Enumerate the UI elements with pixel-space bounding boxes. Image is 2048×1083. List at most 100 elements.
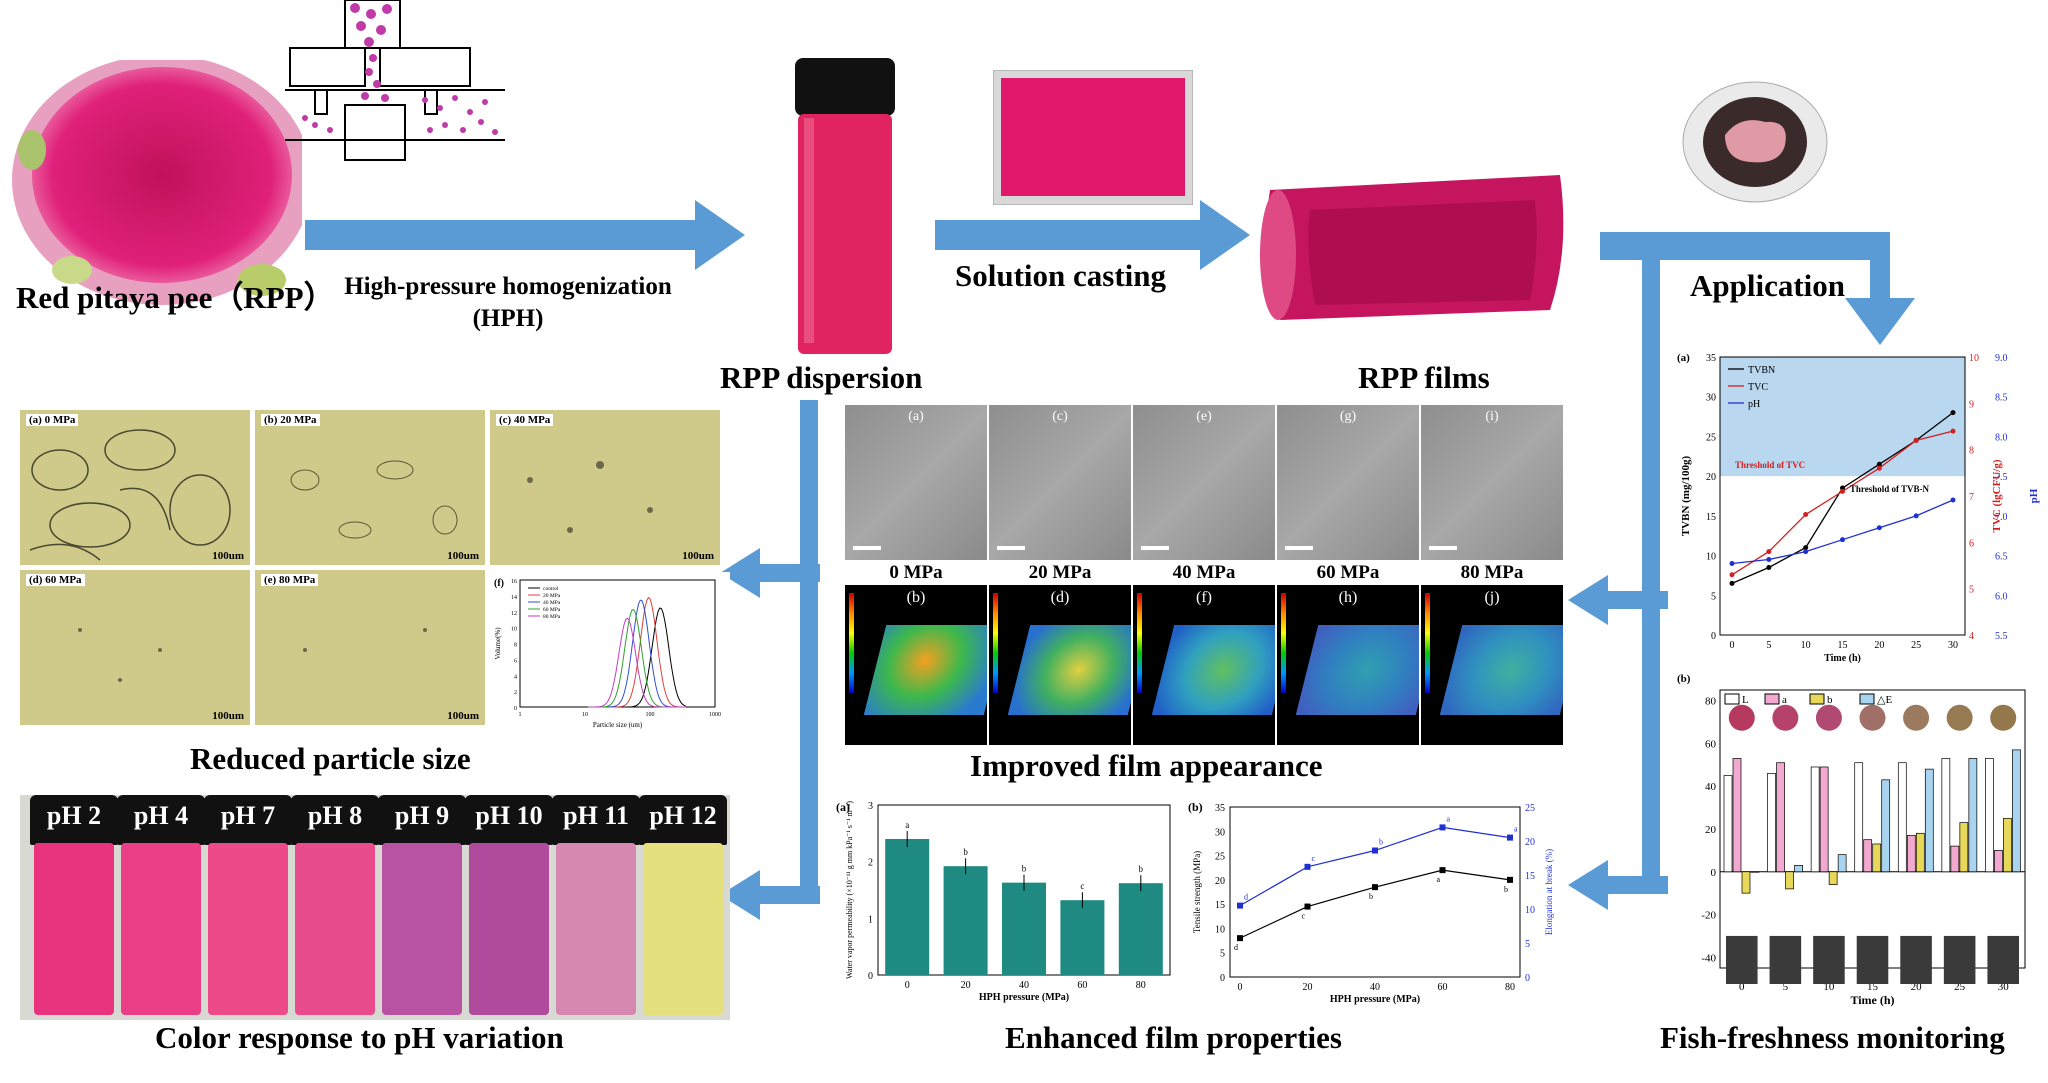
ph-point (1729, 561, 1735, 567)
pressure-label: 0 MPa (889, 562, 943, 583)
bar-a (1863, 839, 1873, 873)
x-axis-label: HPH pressure (MPa) (1330, 994, 1420, 1005)
y-tick-label: 30 (1706, 393, 1716, 404)
scale-bar (1285, 546, 1313, 550)
y3-tick-label: 9.0 (1995, 353, 2008, 364)
ph-point (1913, 513, 1919, 519)
sem-tag: (a) (908, 409, 924, 424)
color-swatch-dot (1990, 704, 2017, 731)
afm-image: (h) (1277, 585, 1419, 745)
y-tick-label: 25 (1706, 432, 1716, 443)
legend-swatch (1724, 693, 1740, 705)
elongation-letter: a (1447, 814, 1451, 823)
micrograph-tag: (d) 60 MPa (26, 574, 85, 586)
x-tick-label: 15 (1838, 640, 1848, 651)
micrograph-tag: (e) 80 MPa (261, 574, 319, 586)
legend-label: TVC (1748, 382, 1768, 393)
ph-vial: pH 4 (117, 795, 205, 1015)
bar-a (1906, 835, 1916, 873)
ph-point (1950, 497, 1956, 503)
chart-tag: (f) (494, 578, 504, 589)
sem-tag: (c) (1052, 409, 1068, 424)
ph-vial: pH 8 (291, 795, 379, 1015)
y-tick-label: -20 (1701, 910, 1716, 922)
bar-L (1897, 762, 1907, 873)
y-tick-label: 12 (511, 611, 517, 617)
ph-label: pH 11 (563, 801, 629, 830)
color-swatch-dot (1859, 704, 1886, 731)
tvc-point (1803, 512, 1809, 518)
vial-solution (34, 843, 114, 1015)
y3-tick-label: 5.5 (1995, 631, 2008, 642)
ph-label: pH 9 (394, 801, 450, 830)
y-tick-label: 10 (511, 627, 517, 633)
ph-label: pH 8 (307, 801, 363, 830)
fish-sample-dish (1680, 80, 1830, 205)
y-tick-label: 14 (511, 595, 517, 601)
tensile-chart: (b) 0 5 10 15 20 25 30 35 0 5 10 15 20 25 0 20 40 60 80 d d c c… (1180, 795, 1570, 1025)
bar-L (1723, 775, 1733, 873)
rpp-film-roll (1250, 150, 1580, 340)
micrograph-20mpa: (b) 20 MPa 100um (255, 410, 485, 565)
hph-label: High-pressure homogenization (344, 273, 672, 300)
y-tick-label: 20 (1705, 824, 1717, 836)
color-swatch-dot (1903, 704, 1930, 731)
color-response-label: Color response to pH variation (155, 1020, 564, 1055)
vial-solution (295, 843, 375, 1015)
fish-photo (1900, 935, 1932, 984)
fish-photo (1987, 935, 2019, 984)
vial-solution (208, 843, 288, 1015)
x-tick-label: 10 (1823, 981, 1835, 993)
elongation-point (1507, 834, 1513, 841)
plot-frame (1719, 356, 1966, 636)
y2-tick-label: 25 (1525, 803, 1535, 814)
sem-afm-grid: (a) 0 MPa (b) (c) 20 MPa (d) (e) 40 MPa (f) (g) 60… (845, 405, 1565, 745)
arrow-to-film-appearance (1568, 575, 1668, 625)
afm-surface (863, 625, 987, 715)
bar-L (1767, 773, 1776, 873)
x-tick-label: 60 (1077, 980, 1087, 991)
legend-label: 60 MPa (543, 607, 561, 613)
sem-tag: (e) (1196, 409, 1212, 424)
rpp-dispersion-vial (780, 58, 910, 358)
x-tick-label: 30 (1998, 981, 2010, 993)
tensile-letter: b (1369, 892, 1373, 901)
afm-tag: (f) (1196, 589, 1212, 606)
y-tick-label: 10 (1215, 924, 1225, 935)
fish-photo (1726, 935, 1758, 984)
x-tick-label: 0 (905, 980, 910, 991)
fish-photo (1856, 935, 1889, 984)
significance-letter: b (963, 847, 968, 857)
bar-b (1915, 832, 1925, 873)
bar-L (1810, 766, 1820, 873)
tensile-point (1507, 876, 1513, 883)
bar-a (1732, 758, 1742, 873)
vial-cap (291, 795, 379, 845)
y2-tick-label: 10 (1525, 905, 1535, 916)
elongation-point (1237, 902, 1243, 909)
sem-tag: (i) (1485, 409, 1499, 424)
vial-solution (121, 843, 201, 1015)
micrograph-scale: 100um (447, 710, 479, 722)
chart-tag: (b) (1677, 673, 1691, 685)
tvbn-point (1803, 545, 1809, 551)
sem-image: (i) (1421, 405, 1563, 560)
y2-tick-label: 5 (1525, 939, 1530, 950)
tensile-letter: c (1302, 912, 1306, 921)
solution-casting-label: Solution casting (955, 258, 1167, 293)
significance-letter: b (1139, 864, 1144, 874)
ph-label: pH 2 (46, 801, 102, 830)
chart-tag: (a) (836, 800, 850, 814)
sem-tag: (g) (1339, 409, 1357, 424)
bar-b (2003, 817, 2012, 873)
ph-vials-photo: pH 2 pH 4 pH 7 pH 8 pH 9 pH 10 pH 11 pH 12 (20, 795, 730, 1020)
afm-colorbar (849, 593, 854, 693)
y-tick-label: 0 (1711, 867, 1717, 879)
ph-point (1803, 549, 1809, 555)
fish-photo (1813, 935, 1845, 984)
x-tick-label: 20 (961, 980, 971, 991)
bar-a (1994, 850, 2003, 873)
freshness-chart: (a) 0 5 10 15 20 25 30 35 4 5 6 7 8 9 10 5.5 6.0 6.5 7.0 7.5… (1675, 345, 2045, 670)
vial-solution (469, 843, 549, 1015)
x-tick-label: 0 (1739, 981, 1745, 993)
